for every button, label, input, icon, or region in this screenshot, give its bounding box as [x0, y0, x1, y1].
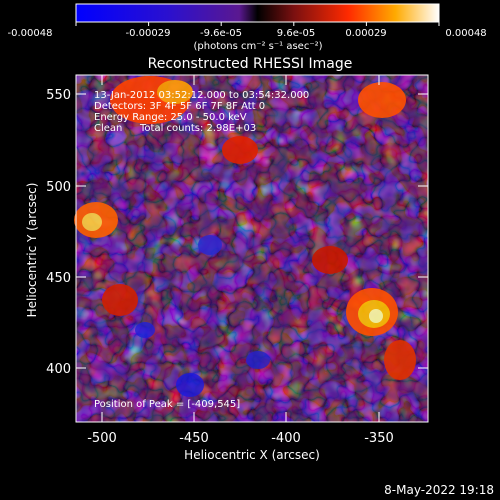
y-axis-ticks: [76, 93, 428, 369]
info-time-range: 13-Jan-2012 03:52:12.000 to 03:54:32.000: [94, 90, 309, 101]
x-tick-label: -500: [87, 431, 117, 446]
colorbar-tick-label: 0.00029: [345, 28, 386, 39]
x-tick-label: -450: [179, 431, 209, 446]
x-axis-label: Heliocentric X (arcsec): [184, 448, 320, 462]
x-tick-label: -400: [271, 431, 301, 446]
colorbar-tick-label: -9.6e-05: [200, 28, 242, 39]
plot-frame: [75, 74, 429, 423]
colorbar-tick-label: -0.00029: [126, 28, 171, 39]
colorbar-tick-label: -0.00048: [8, 28, 53, 39]
colorbar-ticks: [75, 22, 440, 26]
info-method: Clean: [94, 123, 122, 134]
solar-image: [74, 75, 428, 422]
timestamp: 8-May-2022 19:18: [384, 483, 494, 497]
x-tick-label: -350: [364, 431, 394, 446]
y-tick-label: 550: [46, 88, 71, 103]
info-peak-position: Position of Peak = [-409,545]: [94, 399, 240, 410]
info-total-counts: Total counts: 2.98E+03: [139, 123, 256, 134]
y-tick-label: 400: [46, 362, 71, 377]
info-detectors: Detectors: 3F 4F 5F 6F 7F 8F Att 0: [94, 101, 265, 112]
colorbar-tick-label: 9.6e-05: [277, 28, 315, 39]
y-axis-label: Heliocentric Y (arcsec): [25, 183, 39, 318]
colorbar-tick-label: 0.00048: [445, 28, 486, 39]
y-tick-label: 500: [46, 180, 71, 195]
y-tick-label: 450: [46, 271, 71, 286]
plot-title: Reconstructed RHESSI Image: [148, 56, 353, 72]
info-energy-range: Energy Range: 25.0 - 50.0 keV: [94, 112, 247, 123]
colorbar-units: (photons cm⁻² s⁻¹ asec⁻²): [193, 41, 322, 52]
colorbar: [75, 3, 440, 23]
x-axis-ticks: [101, 75, 380, 422]
